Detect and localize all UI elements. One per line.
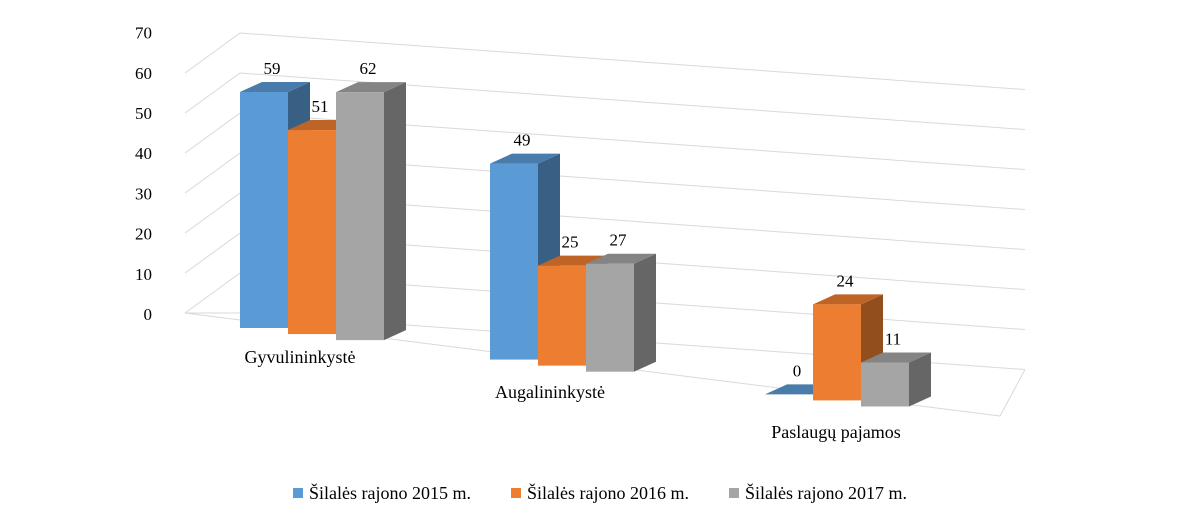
y-tick-label: 60	[135, 64, 152, 83]
legend-item: Šilalės rajono 2015 m.	[293, 483, 471, 504]
bar-top	[490, 153, 560, 164]
category-label: Gyvulininkystė	[245, 347, 356, 367]
gridline	[184, 32, 1026, 91]
legend-swatch	[511, 488, 521, 498]
bar-top	[861, 352, 931, 363]
y-tick-label: 70	[135, 24, 152, 43]
legend-item: Šilalės rajono 2017 m.	[728, 482, 907, 504]
data-label: 24	[837, 271, 855, 290]
bar-side	[384, 82, 406, 341]
y-tick-label: 30	[135, 184, 152, 203]
bar-front	[336, 92, 384, 341]
bar-front	[490, 163, 538, 360]
legend-label: Šilalės rajono 2015 m.	[309, 482, 471, 503]
bar-front	[288, 130, 336, 335]
legend: Šilalės rajono 2015 m. Šilalės rajono 201…	[0, 480, 1200, 506]
y-tick-label: 50	[135, 104, 152, 123]
data-label: 11	[885, 329, 901, 348]
gridline	[184, 72, 1026, 131]
bar-front	[240, 91, 288, 328]
legend-label: Šilalės rajono 2016 m.	[527, 482, 689, 503]
bar-side	[909, 352, 931, 407]
data-label: 49	[514, 131, 531, 150]
x-axis-categories: Gyvulininkystė Augalininkystė Paslaugų paj…	[245, 347, 901, 442]
data-label: 25	[562, 233, 579, 252]
y-tick-label: 10	[135, 265, 152, 284]
bar	[586, 253, 656, 372]
bar	[336, 82, 406, 341]
y-axis: 0 10 20 30 40 50 60 70	[135, 24, 152, 324]
bar-front	[586, 263, 634, 372]
category-label: Augalininkystė	[495, 382, 605, 402]
bar-top	[336, 82, 406, 93]
legend-swatch	[728, 488, 739, 498]
y-tick-label: 0	[144, 305, 153, 324]
y-tick-label: 20	[135, 225, 152, 244]
y-tick-label: 40	[135, 144, 152, 163]
bar-front	[538, 265, 586, 366]
bars: 59 51 62 49 25 27 0 24 11	[240, 59, 931, 407]
category-label: Paslaugų pajamos	[771, 422, 900, 442]
data-label: 0	[793, 361, 802, 380]
data-label: 51	[312, 97, 329, 116]
floor-right-edge	[999, 369, 1026, 417]
bar-front	[813, 304, 861, 401]
bar-top	[813, 294, 883, 305]
bar	[490, 153, 560, 360]
legend-item: Šilalės rajono 2016 m.	[511, 483, 689, 504]
bar-front	[861, 362, 909, 407]
legend-label: Šilalės rajono 2017 m.	[744, 482, 907, 503]
bar-side	[634, 253, 656, 372]
data-label: 62	[360, 59, 377, 78]
bar-top	[586, 253, 656, 264]
data-label: 27	[610, 231, 628, 250]
bar-top	[240, 81, 310, 92]
legend-swatch	[293, 488, 304, 498]
data-label: 59	[264, 59, 281, 78]
bar	[861, 352, 931, 407]
